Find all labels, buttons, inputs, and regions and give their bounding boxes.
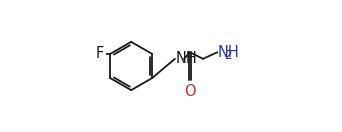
Text: NH: NH xyxy=(175,51,197,66)
Text: O: O xyxy=(184,84,196,99)
Text: NH: NH xyxy=(218,45,239,60)
Text: F: F xyxy=(96,46,104,61)
Text: 2: 2 xyxy=(225,49,232,62)
